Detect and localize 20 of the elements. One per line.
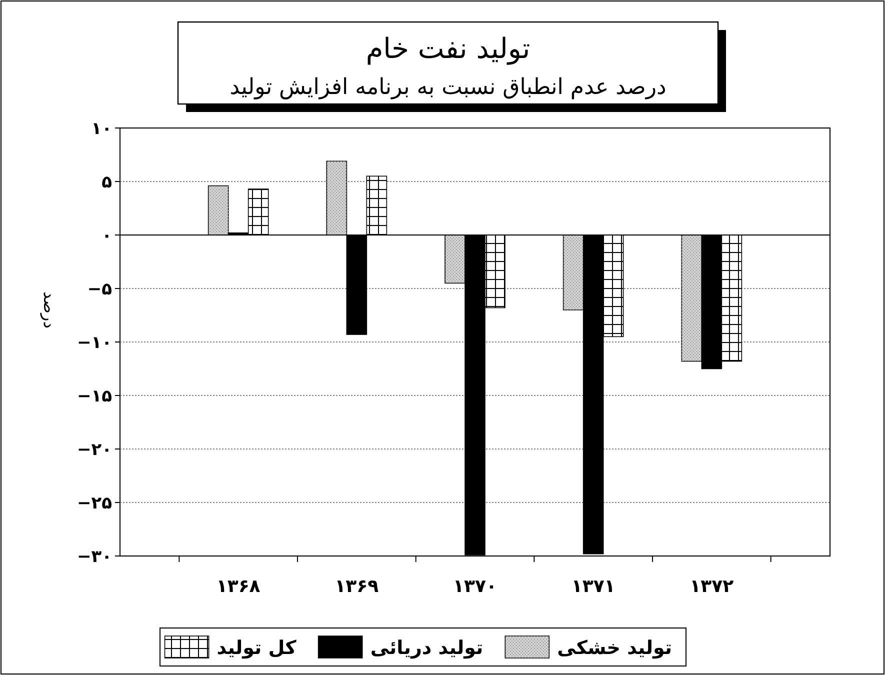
- y-tick-label: ۱۰: [91, 119, 112, 139]
- legend-label: تولید خشکی: [557, 637, 672, 659]
- x-tick-label: ۱۳۷۲: [690, 576, 734, 597]
- y-tick-label: −۱۰: [77, 333, 112, 353]
- y-tick-label: ۰: [102, 226, 112, 246]
- y-tick-label: −۱۵: [77, 386, 112, 406]
- y-tick-label: −۳۰: [77, 547, 112, 567]
- chart-title: تولید نفت خام: [366, 32, 530, 65]
- y-tick-label: ۵: [102, 172, 112, 192]
- legend-label: کل تولید: [216, 637, 298, 659]
- x-tick-label: ۱۳۷۱: [571, 576, 616, 597]
- x-tick-label: ۱۳۶۹: [334, 576, 379, 597]
- x-tick-label: ۱۳۷۰: [453, 576, 497, 597]
- legend-label: تولید دریائی: [370, 637, 484, 659]
- y-tick-label: −۵: [87, 280, 112, 300]
- x-tick-label: ۱۳۶۸: [216, 576, 260, 597]
- y-axis-title: درصد: [40, 291, 59, 328]
- y-tick-label: −۲۰: [77, 440, 112, 460]
- y-tick-label: −۲۵: [77, 494, 112, 514]
- chart-subtitle: درصد عدم انطباق نسبت به برنامه افزایش تولید: [230, 75, 666, 100]
